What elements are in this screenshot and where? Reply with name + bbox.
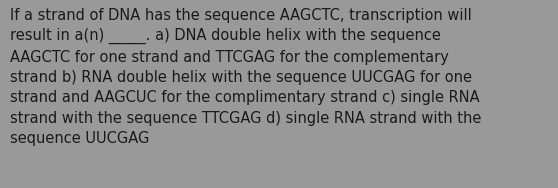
Text: If a strand of DNA has the sequence AAGCTC, transcription will
result in a(n) __: If a strand of DNA has the sequence AAGC… bbox=[10, 8, 482, 146]
